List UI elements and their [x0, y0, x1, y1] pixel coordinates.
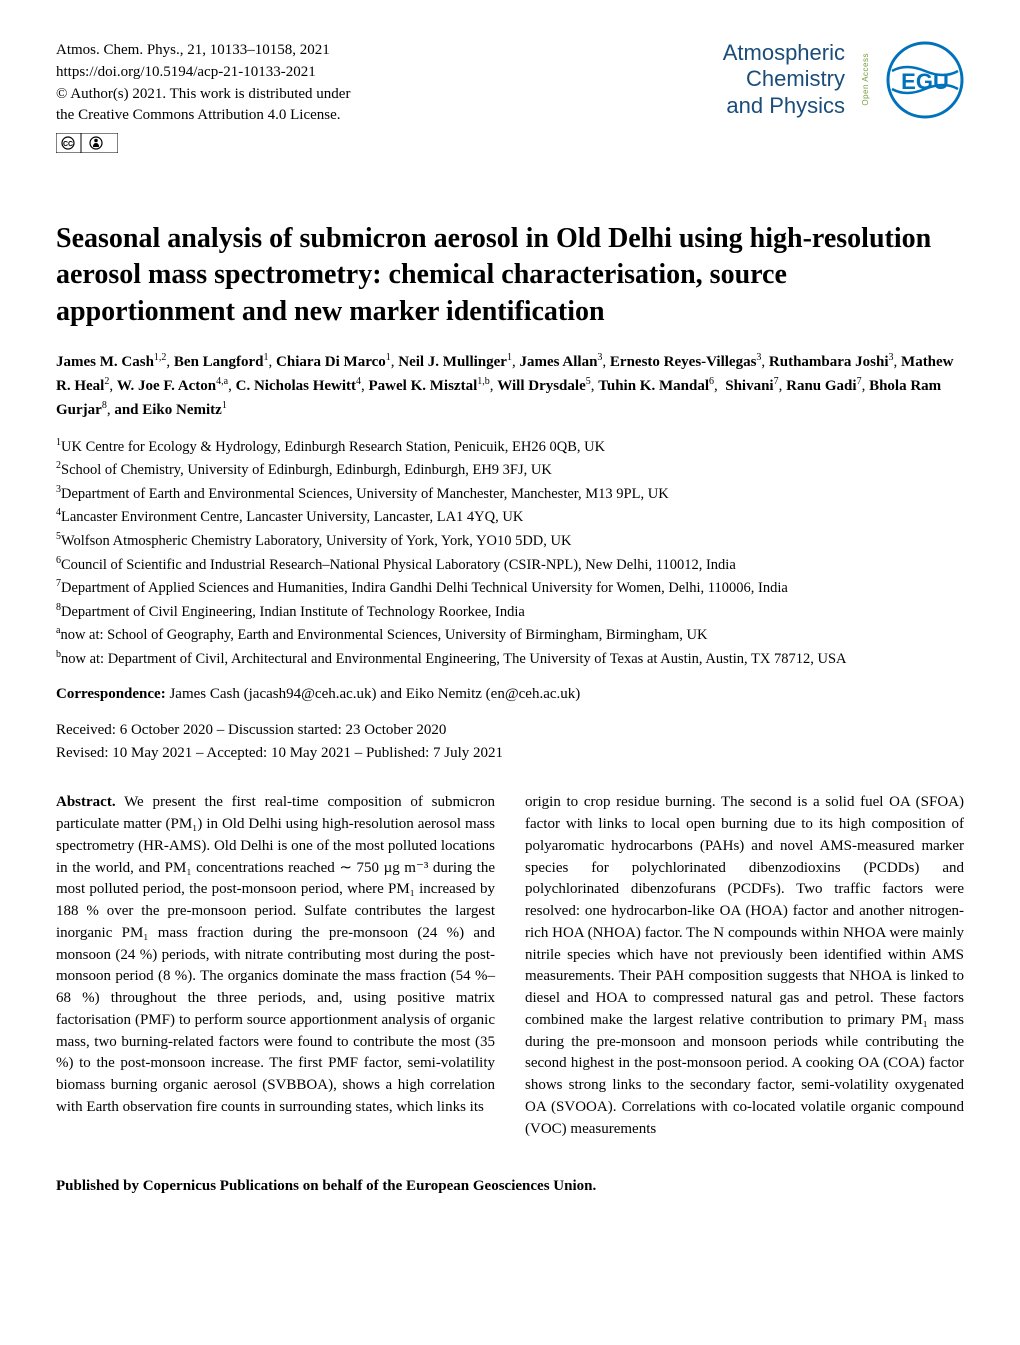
footer-text: Published by Copernicus Publications on …	[56, 1178, 964, 1195]
citation-text: Atmos. Chem. Phys., 21, 10133–10158, 202…	[56, 40, 350, 62]
affiliation-item: bnow at: Department of Civil, Architectu…	[56, 647, 964, 671]
svg-text:EGU: EGU	[901, 69, 949, 94]
affiliation-item: 1UK Centre for Ecology & Hydrology, Edin…	[56, 435, 964, 459]
correspondence-text: James Cash (jacash94@ceh.ac.uk) and Eiko…	[169, 686, 580, 702]
affiliation-item: anow at: School of Geography, Earth and …	[56, 623, 964, 647]
abstract-text-col1: We present the first real-time compositi…	[56, 794, 495, 1115]
abstract-text-col2: origin to crop residue burning. The seco…	[525, 794, 964, 1136]
affiliation-item: 8Department of Civil Engineering, Indian…	[56, 600, 964, 624]
correspondence: Correspondence: James Cash (jacash94@ceh…	[56, 686, 964, 703]
journal-line2: Chemistry	[723, 66, 845, 92]
authors-list: James M. Cash1,2, Ben Langford1, Chiara …	[56, 350, 964, 423]
abstract-label: Abstract.	[56, 794, 116, 810]
correspondence-label: Correspondence:	[56, 686, 166, 702]
journal-name: Atmospheric Chemistry and Physics	[723, 40, 845, 119]
dates-line1: Received: 6 October 2020 – Discussion st…	[56, 719, 964, 742]
dates: Received: 6 October 2020 – Discussion st…	[56, 719, 964, 764]
copyright-text: © Author(s) 2021. This work is distribut…	[56, 84, 350, 106]
paper-header: Atmos. Chem. Phys., 21, 10133–10158, 202…	[56, 40, 964, 161]
header-right: Atmospheric Chemistry and Physics Open A…	[723, 40, 964, 119]
affiliations-list: 1UK Centre for Ecology & Hydrology, Edin…	[56, 435, 964, 671]
abstract-col1: Abstract. We present the first real-time…	[56, 792, 495, 1140]
license-text: the Creative Commons Attribution 4.0 Lic…	[56, 105, 350, 127]
header-left: Atmos. Chem. Phys., 21, 10133–10158, 202…	[56, 40, 350, 161]
affiliation-item: 4Lancaster Environment Centre, Lancaster…	[56, 505, 964, 529]
svg-text:CC: CC	[63, 141, 73, 148]
journal-line3: and Physics	[723, 93, 845, 119]
paper-title: Seasonal analysis of submicron aerosol i…	[56, 221, 964, 330]
affiliation-item: 5Wolfson Atmospheric Chemistry Laborator…	[56, 529, 964, 553]
dates-line2: Revised: 10 May 2021 – Accepted: 10 May …	[56, 742, 964, 765]
affiliation-item: 7Department of Applied Sciences and Huma…	[56, 576, 964, 600]
abstract-col2: origin to crop residue burning. The seco…	[525, 792, 964, 1140]
doi-text: https://doi.org/10.5194/acp-21-10133-202…	[56, 62, 350, 84]
affiliation-item: 2School of Chemistry, University of Edin…	[56, 458, 964, 482]
open-access-label: Open Access	[861, 53, 870, 106]
cc-license-icon: CC	[56, 133, 350, 161]
journal-line1: Atmospheric	[723, 40, 845, 66]
abstract: Abstract. We present the first real-time…	[56, 792, 964, 1140]
affiliation-item: 6Council of Scientific and Industrial Re…	[56, 553, 964, 577]
affiliation-item: 3Department of Earth and Environmental S…	[56, 482, 964, 506]
egu-logo: EGU	[886, 41, 964, 119]
